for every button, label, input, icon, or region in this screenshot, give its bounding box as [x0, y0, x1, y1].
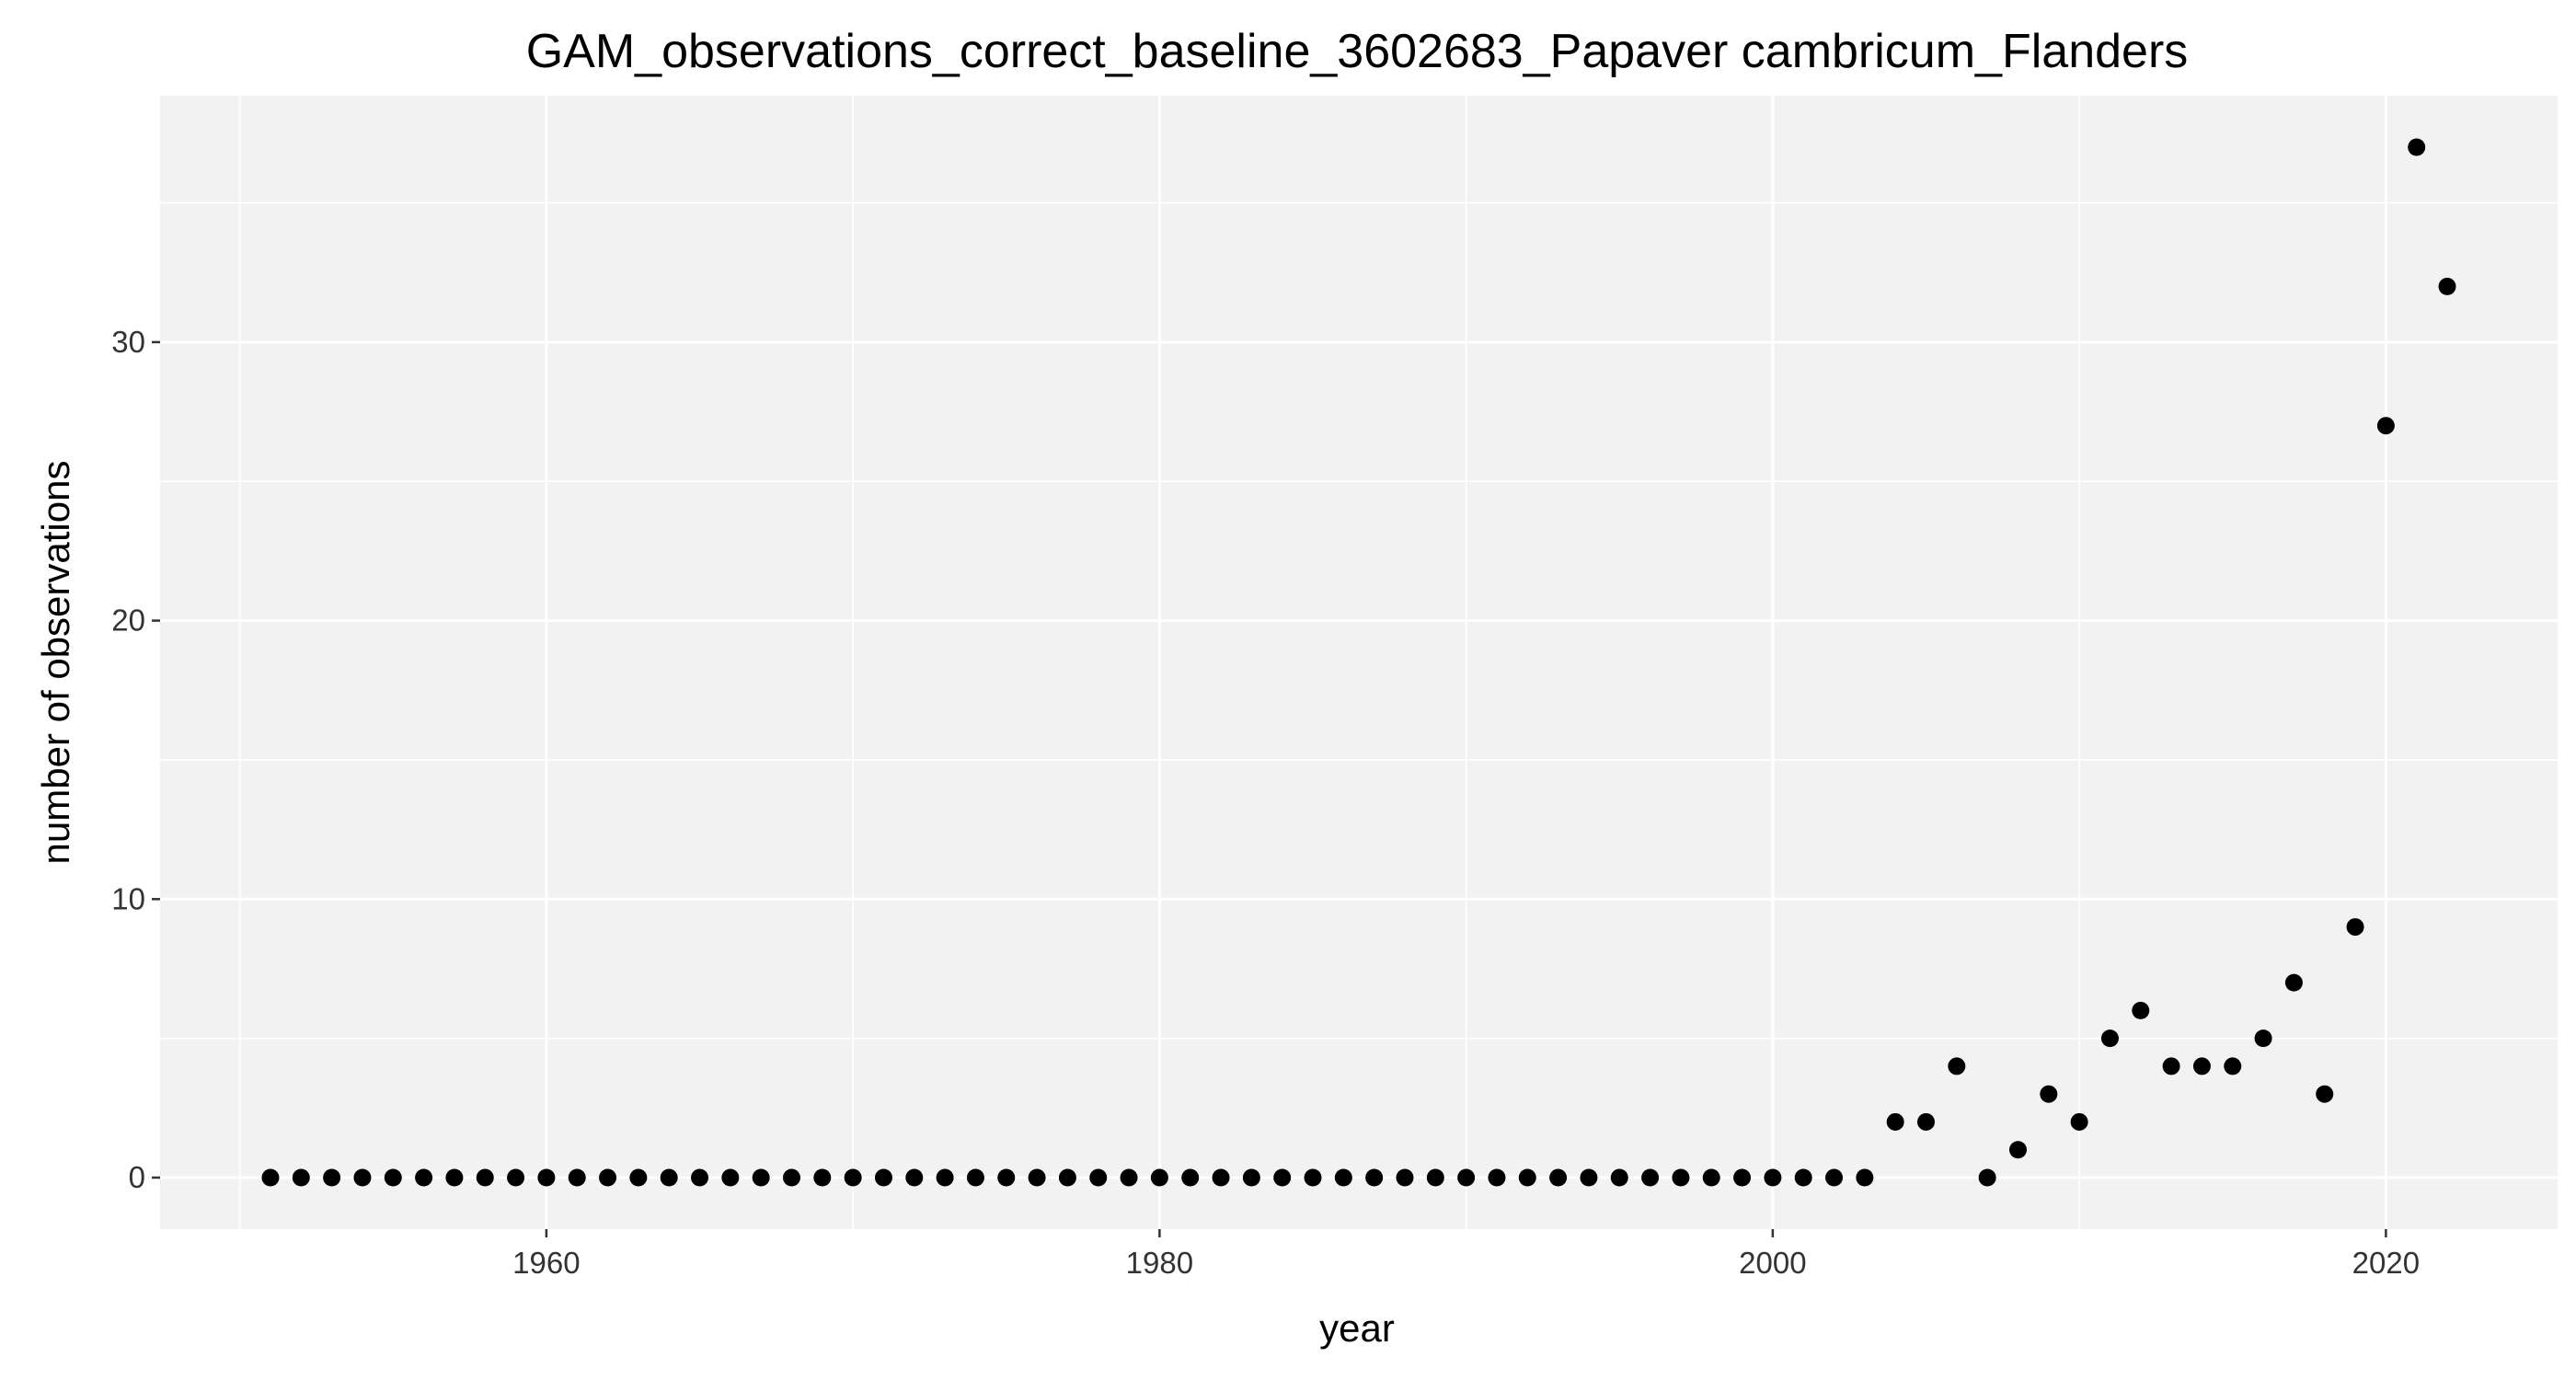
data-point	[2438, 277, 2456, 295]
data-point	[1978, 1168, 1996, 1187]
data-point	[844, 1168, 862, 1187]
data-point	[2408, 138, 2426, 156]
data-point	[1058, 1168, 1076, 1187]
data-point	[476, 1168, 494, 1187]
data-point	[2070, 1112, 2088, 1131]
y-tick-label: 10	[111, 881, 145, 915]
data-point	[1518, 1168, 1536, 1187]
x-axis-label: year	[1319, 1306, 1395, 1350]
data-point	[1856, 1168, 1874, 1187]
data-point	[905, 1168, 924, 1187]
data-point	[721, 1168, 740, 1187]
data-point	[752, 1168, 770, 1187]
data-point	[936, 1168, 954, 1187]
data-points	[261, 138, 2456, 1187]
data-point	[1917, 1112, 1936, 1131]
data-point	[353, 1168, 372, 1187]
data-point	[1150, 1168, 1168, 1187]
data-point	[2224, 1057, 2242, 1075]
data-point	[1304, 1168, 1322, 1187]
data-point	[537, 1168, 556, 1187]
chart-title: GAM_observations_correct_baseline_360268…	[526, 25, 2189, 78]
y-tick-label: 0	[129, 1160, 145, 1194]
data-point	[2316, 1085, 2334, 1103]
data-point	[997, 1168, 1016, 1187]
data-point	[1426, 1168, 1444, 1187]
minor-gridlines	[160, 96, 2558, 1229]
data-point	[1120, 1168, 1138, 1187]
data-point	[691, 1168, 709, 1187]
data-point	[2376, 417, 2395, 435]
data-point	[2284, 973, 2303, 992]
data-point	[1181, 1168, 1200, 1187]
data-point	[1028, 1168, 1046, 1187]
data-point	[1610, 1168, 1628, 1187]
data-point	[1457, 1168, 1476, 1187]
data-point	[2162, 1057, 2180, 1075]
x-tick-label: 1960	[512, 1246, 580, 1280]
data-point	[966, 1168, 984, 1187]
data-point	[1580, 1168, 1598, 1187]
x-axis-ticks: 1960 1980 2000 2020	[512, 1229, 2420, 1280]
data-point	[2132, 1001, 2150, 1019]
data-point	[323, 1168, 341, 1187]
x-tick-label: 2020	[2352, 1246, 2420, 1280]
data-point	[1672, 1168, 1690, 1187]
data-point	[507, 1168, 525, 1187]
y-tick-label: 20	[111, 604, 145, 638]
data-point	[1702, 1168, 1720, 1187]
data-point	[1948, 1057, 1966, 1075]
data-point	[2254, 1029, 2272, 1048]
data-point	[384, 1168, 402, 1187]
data-point	[2100, 1029, 2119, 1048]
data-point	[660, 1168, 678, 1187]
data-point	[599, 1168, 617, 1187]
y-axis-label: number of observations	[34, 461, 77, 865]
x-tick-label: 1980	[1126, 1246, 1193, 1280]
y-axis-ticks: 0 10 20 30	[111, 325, 160, 1194]
data-point	[415, 1168, 433, 1187]
data-point	[2192, 1057, 2211, 1075]
data-point	[2008, 1141, 2027, 1159]
major-gridlines	[160, 96, 2558, 1229]
data-point	[1396, 1168, 1414, 1187]
data-point	[1365, 1168, 1384, 1187]
data-point	[1334, 1168, 1352, 1187]
plot-panel	[160, 96, 2558, 1229]
data-point	[1794, 1168, 1812, 1187]
data-point	[1549, 1168, 1568, 1187]
data-point	[445, 1168, 464, 1187]
data-point	[813, 1168, 832, 1187]
data-point	[874, 1168, 892, 1187]
data-point	[1212, 1168, 1230, 1187]
data-point	[1242, 1168, 1260, 1187]
data-point	[2346, 918, 2364, 937]
y-tick-label: 30	[111, 325, 145, 359]
data-point	[292, 1168, 310, 1187]
data-point	[568, 1168, 586, 1187]
data-point	[261, 1168, 280, 1187]
data-point	[1641, 1168, 1660, 1187]
data-point	[1733, 1168, 1752, 1187]
data-point	[1488, 1168, 1506, 1187]
data-point	[1764, 1168, 1782, 1187]
x-tick-label: 2000	[1739, 1246, 1806, 1280]
data-point	[1273, 1168, 1292, 1187]
data-point	[782, 1168, 800, 1187]
data-point	[1825, 1168, 1844, 1187]
data-point	[629, 1168, 648, 1187]
data-point	[2040, 1085, 2058, 1103]
data-point	[1886, 1112, 1904, 1131]
data-point	[1089, 1168, 1108, 1187]
